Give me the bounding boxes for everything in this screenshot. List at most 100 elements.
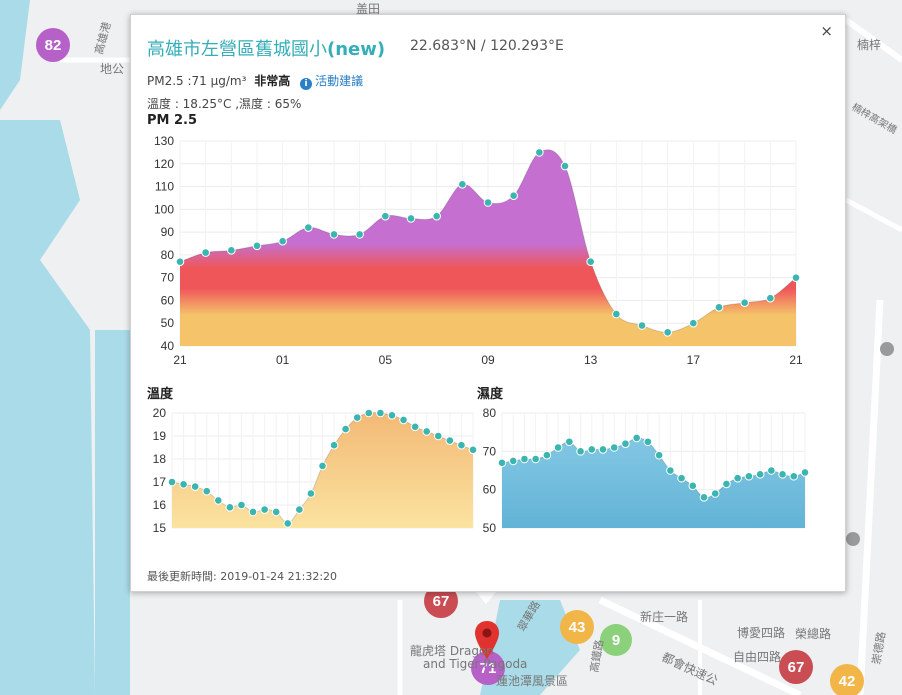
data-point bbox=[260, 505, 269, 514]
info-icon: i bbox=[300, 78, 313, 90]
data-point bbox=[227, 246, 236, 255]
y-tick-label: 130 bbox=[154, 135, 174, 148]
humidity-chart: 50 60 70 80 bbox=[483, 406, 810, 535]
data-point bbox=[576, 447, 585, 456]
data-point bbox=[612, 309, 621, 319]
data-point bbox=[341, 424, 350, 434]
data-point bbox=[201, 248, 210, 257]
data-point bbox=[355, 230, 364, 239]
data-point bbox=[778, 470, 787, 479]
last-updated: 最後更新時間: 2019-01-24 21:32:20 bbox=[147, 570, 338, 583]
y-tick-label: 20 bbox=[153, 406, 167, 420]
map-marker[interactable]: 67 bbox=[779, 650, 813, 684]
data-point bbox=[432, 211, 441, 221]
data-point bbox=[271, 507, 281, 517]
map-label: 盖田 bbox=[356, 2, 381, 16]
data-point bbox=[422, 427, 431, 436]
data-point bbox=[410, 422, 420, 432]
y-tick-label: 80 bbox=[483, 406, 497, 420]
data-point bbox=[406, 214, 416, 223]
data-point bbox=[632, 433, 641, 443]
data-point bbox=[535, 148, 544, 157]
station-name: 高雄市左營區舊城國小 bbox=[147, 39, 327, 60]
data-point bbox=[553, 443, 563, 452]
location-pin-icon[interactable] bbox=[474, 620, 500, 660]
data-point bbox=[497, 458, 507, 468]
station-coordinates: 22.683°N / 120.293°E bbox=[410, 38, 564, 54]
data-point bbox=[214, 496, 223, 505]
y-tick-label: 70 bbox=[161, 271, 175, 285]
data-point bbox=[304, 223, 313, 232]
sea-area bbox=[0, 120, 95, 695]
data-point bbox=[666, 466, 675, 475]
y-tick-label: 16 bbox=[153, 498, 167, 512]
close-icon[interactable]: × bbox=[820, 22, 833, 40]
popup-pointer bbox=[476, 592, 496, 604]
data-point bbox=[722, 479, 731, 489]
data-point bbox=[733, 473, 742, 483]
data-point bbox=[654, 450, 664, 460]
data-point bbox=[714, 302, 724, 312]
data-point bbox=[458, 179, 467, 189]
map-marker[interactable]: 42 bbox=[830, 664, 864, 695]
pm-value: PM2.5 :71 μg/m³ bbox=[147, 74, 247, 88]
x-tick-label: 05 bbox=[379, 353, 393, 367]
map-marker[interactable]: 82 bbox=[36, 28, 70, 62]
y-tick-label: 110 bbox=[155, 180, 174, 194]
series-line bbox=[501, 437, 806, 499]
map-label: 地公 bbox=[100, 62, 125, 76]
data-point bbox=[677, 473, 686, 483]
y-tick-label: 80 bbox=[161, 248, 175, 262]
data-point bbox=[509, 191, 518, 200]
x-tick-label: 09 bbox=[481, 353, 495, 367]
activity-advice-link[interactable]: i 活動建議 bbox=[300, 74, 363, 90]
map-label: and Tiger Pagoda bbox=[423, 657, 528, 671]
y-tick-label: 60 bbox=[161, 293, 175, 307]
data-point bbox=[699, 493, 709, 502]
data-point bbox=[542, 450, 552, 460]
data-point bbox=[755, 470, 765, 479]
data-point bbox=[598, 445, 608, 454]
data-point bbox=[766, 293, 775, 303]
data-point bbox=[688, 481, 698, 491]
data-point bbox=[457, 440, 466, 450]
area-series bbox=[172, 412, 473, 528]
y-tick-label: 60 bbox=[483, 483, 497, 497]
y-tick-label: 17 bbox=[153, 475, 167, 489]
data-point bbox=[175, 257, 185, 267]
data-point bbox=[190, 482, 200, 491]
y-tick-label: 90 bbox=[161, 225, 175, 239]
y-tick-label: 70 bbox=[483, 444, 497, 458]
area-series bbox=[180, 149, 796, 346]
data-point bbox=[329, 440, 339, 450]
data-point bbox=[252, 241, 262, 251]
map-label: 榮總路 bbox=[795, 627, 832, 641]
map-label: 新庄一路 bbox=[640, 610, 689, 624]
new-tag: (new) bbox=[327, 39, 386, 60]
data-point bbox=[387, 411, 397, 420]
data-point bbox=[278, 236, 287, 246]
map-marker[interactable]: 9 bbox=[600, 624, 632, 656]
data-point bbox=[306, 489, 316, 498]
y-tick-label: 100 bbox=[154, 202, 174, 216]
temperature-chart: 15 16 17 18 19 20 bbox=[153, 406, 478, 535]
pm-summary: PM2.5 :71 μg/m³ 非常高 i 活動建議 bbox=[147, 72, 363, 90]
data-point bbox=[609, 443, 619, 452]
data-point bbox=[179, 480, 188, 489]
data-point bbox=[468, 445, 478, 455]
x-tick-label: 01 bbox=[276, 353, 290, 367]
map-label: 龍虎塔 Dragon bbox=[410, 644, 494, 658]
humidity-chart-title: 濕度 bbox=[477, 387, 504, 402]
y-tick-label: 40 bbox=[161, 339, 175, 353]
data-point bbox=[433, 431, 443, 441]
pm25-chart: 40 50 60 70 80 90 100 110 120 130 21 01 05 09 13 17 21 bbox=[154, 135, 803, 367]
y-tick-label: 50 bbox=[161, 316, 175, 330]
map-label: 蓮池潭風景區 bbox=[496, 674, 569, 688]
data-point bbox=[586, 257, 595, 267]
y-tick-label: 50 bbox=[483, 521, 497, 535]
data-point bbox=[621, 439, 630, 448]
data-point bbox=[565, 437, 574, 447]
data-point bbox=[376, 408, 385, 418]
map-marker[interactable]: 43 bbox=[560, 610, 594, 644]
data-point bbox=[791, 273, 801, 282]
